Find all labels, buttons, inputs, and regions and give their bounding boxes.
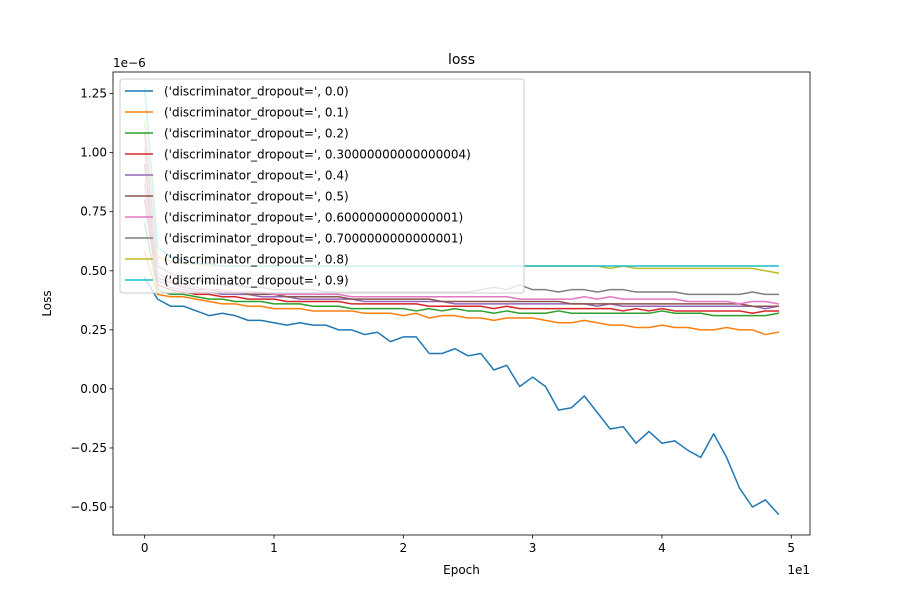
y-tick-label: 0.25 bbox=[80, 323, 107, 337]
plot-frame bbox=[112, 71, 811, 536]
legend-label-8: ('discriminator_dropout=', 0.8) bbox=[164, 253, 349, 267]
x-tick-label: 4 bbox=[658, 541, 666, 555]
x-tick-label: 5 bbox=[787, 541, 795, 555]
legend-label-4: ('discriminator_dropout=', 0.4) bbox=[164, 169, 349, 183]
legend-label-3: ('discriminator_dropout=', 0.30000000000… bbox=[164, 148, 471, 162]
y-axis: −0.50 −0.25 0.00 0.25 0.50 0.75 1.00 1.25 bbox=[70, 87, 113, 514]
series-line-3 bbox=[143, 199, 780, 315]
series-line-2 bbox=[143, 222, 780, 317]
legend: ('discriminator_dropout=', 0.0) ('discrim… bbox=[119, 78, 525, 294]
series-line-5 bbox=[143, 163, 780, 307]
y-axis-label: Loss bbox=[40, 290, 54, 316]
y-tick-label: 0.00 bbox=[80, 382, 107, 396]
x-tick-label: 2 bbox=[399, 541, 407, 555]
legend-label-9: ('discriminator_dropout=', 0.9) bbox=[164, 274, 349, 288]
x-axis: 0 1 2 3 4 5 bbox=[141, 535, 795, 555]
x-offset-text: 1e1 bbox=[787, 563, 810, 577]
legend-box bbox=[119, 78, 525, 294]
legend-label-6: ('discriminator_dropout=', 0.60000000000… bbox=[164, 211, 463, 225]
y-offset-text: 1e−6 bbox=[113, 56, 146, 70]
legend-label-5: ('discriminator_dropout=', 0.5) bbox=[164, 190, 349, 204]
x-tick-label: 3 bbox=[529, 541, 537, 555]
x-tick-label: 0 bbox=[141, 541, 149, 555]
x-axis-label: Epoch bbox=[443, 563, 480, 577]
y-tick-label: −0.50 bbox=[70, 500, 107, 514]
legend-label-1: ('discriminator_dropout=', 0.1) bbox=[164, 106, 349, 120]
y-tick-label: 0.75 bbox=[80, 205, 107, 219]
y-tick-label: 1.25 bbox=[80, 87, 107, 101]
y-tick-label: 0.50 bbox=[80, 264, 107, 278]
legend-label-7: ('discriminator_dropout=', 0.70000000000… bbox=[164, 232, 463, 246]
legend-label-0: ('discriminator_dropout=', 0.0) bbox=[164, 85, 349, 99]
y-tick-label: 1.00 bbox=[80, 146, 107, 160]
x-tick-label: 1 bbox=[270, 541, 278, 555]
chart-title: loss bbox=[448, 52, 475, 68]
series-line-0 bbox=[143, 276, 780, 516]
legend-label-2: ('discriminator_dropout=', 0.2) bbox=[164, 127, 349, 141]
series-line-1 bbox=[143, 250, 780, 336]
y-tick-label: −0.25 bbox=[70, 441, 107, 455]
